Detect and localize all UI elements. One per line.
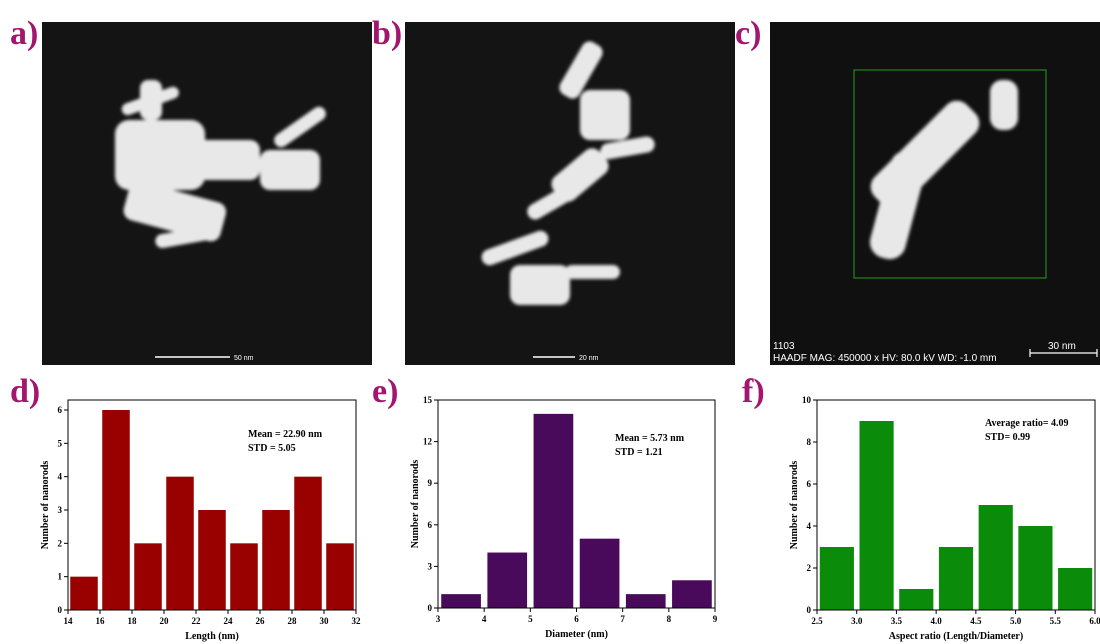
bar xyxy=(899,589,934,610)
x-tick-label: 9 xyxy=(713,614,718,624)
y-tick-label: 0 xyxy=(58,605,63,615)
y-axis-label: Number of nanorods xyxy=(789,461,800,550)
y-tick-label: 4 xyxy=(58,472,63,482)
y-tick-label: 4 xyxy=(807,521,812,531)
x-tick-label: 6.0 xyxy=(1089,616,1100,626)
y-tick-label: 1 xyxy=(58,572,63,582)
annotation: Average ratio= 4.09 xyxy=(985,418,1069,429)
annotation: STD = 1.21 xyxy=(615,447,663,458)
bar xyxy=(819,547,854,610)
panel-label: d) xyxy=(10,373,40,410)
bar xyxy=(1058,568,1093,610)
y-axis-label: Number of nanorods xyxy=(410,460,421,549)
x-tick-label: 5.0 xyxy=(1010,616,1022,626)
y-tick-label: 6 xyxy=(807,479,812,489)
bar xyxy=(262,510,290,610)
bar xyxy=(533,413,574,608)
x-tick-label: 3 xyxy=(436,614,441,624)
x-tick-label: 22 xyxy=(192,616,202,626)
image-b: 20 nm xyxy=(405,22,735,365)
x-tick-label: 16 xyxy=(96,616,106,626)
bar xyxy=(1018,526,1053,610)
x-tick-label: 5.5 xyxy=(1050,616,1062,626)
bar xyxy=(859,421,894,610)
bar xyxy=(166,476,194,610)
y-tick-label: 2 xyxy=(58,538,63,548)
bar xyxy=(487,552,528,608)
bar xyxy=(70,576,98,610)
y-tick-label: 2 xyxy=(807,563,812,573)
bar xyxy=(938,547,974,610)
panel-label: c) xyxy=(735,15,761,52)
panel-label: b) xyxy=(372,15,402,52)
bar xyxy=(672,580,712,608)
x-tick-label: 6 xyxy=(574,614,579,624)
annotation: STD = 5.05 xyxy=(248,443,296,454)
x-tick-label: 7 xyxy=(620,614,625,624)
x-tick-label: 8 xyxy=(667,614,672,624)
x-tick-label: 18 xyxy=(128,616,138,626)
annotation: Mean = 5.73 nm xyxy=(615,433,685,444)
x-tick-label: 14 xyxy=(64,616,74,626)
x-tick-label: 4 xyxy=(482,614,487,624)
bar xyxy=(625,594,666,608)
x-tick-label: 4.5 xyxy=(970,616,982,626)
panel-label: e) xyxy=(372,373,398,410)
y-tick-label: 6 xyxy=(58,405,63,415)
bar xyxy=(230,543,258,610)
image-c: 1103 HAADF MAG: 450000 x HV: 80.0 kV WD:… xyxy=(770,22,1100,365)
y-axis-label: Number of nanorods xyxy=(40,461,51,550)
x-tick-label: 28 xyxy=(288,616,298,626)
bar xyxy=(579,538,620,608)
panel-label: f) xyxy=(742,373,765,410)
x-tick-label: 20 xyxy=(160,616,170,626)
x-tick-label: 3.5 xyxy=(891,616,903,626)
y-tick-label: 10 xyxy=(802,395,812,405)
y-tick-label: 9 xyxy=(428,478,433,488)
bar xyxy=(978,505,1013,610)
plot-frame xyxy=(437,399,716,609)
x-tick-label: 32 xyxy=(352,616,362,626)
image-id: 1103 xyxy=(773,341,795,352)
x-axis-label: Diameter (nm) xyxy=(545,629,608,640)
y-tick-label: 0 xyxy=(807,605,812,615)
x-tick-label: 26 xyxy=(256,616,266,626)
bar xyxy=(294,476,322,610)
bar xyxy=(326,543,354,610)
x-axis-label: Length (nm) xyxy=(185,631,239,642)
scale-label: 20 nm xyxy=(579,355,599,362)
image-a: 50 nm xyxy=(42,22,372,365)
annotation: STD= 0.99 xyxy=(985,432,1030,443)
scale-label: 30 nm xyxy=(1048,341,1076,352)
y-tick-label: 3 xyxy=(428,561,433,571)
bar xyxy=(198,510,226,610)
plot-frame xyxy=(67,399,357,611)
scale-label: 50 nm xyxy=(234,355,254,362)
y-tick-label: 8 xyxy=(807,437,812,447)
y-tick-label: 15 xyxy=(423,395,433,405)
plot-frame xyxy=(816,399,1096,611)
y-tick-label: 0 xyxy=(428,603,433,613)
x-tick-label: 3.0 xyxy=(851,616,863,626)
bar xyxy=(102,410,130,610)
x-tick-label: 5 xyxy=(528,614,533,624)
y-tick-label: 3 xyxy=(58,505,63,515)
image-info: HAADF MAG: 450000 x HV: 80.0 kV WD: -1.0… xyxy=(773,353,997,364)
y-tick-label: 12 xyxy=(423,437,433,447)
x-axis-label: Aspect ratio (Length/Diameter) xyxy=(889,631,1023,642)
bar xyxy=(441,594,481,608)
bar xyxy=(134,543,162,610)
x-tick-label: 30 xyxy=(320,616,330,626)
y-tick-label: 5 xyxy=(58,438,63,448)
annotation: Mean = 22.90 nm xyxy=(248,429,323,440)
x-tick-label: 4.0 xyxy=(931,616,943,626)
x-tick-label: 24 xyxy=(224,616,234,626)
y-tick-label: 6 xyxy=(428,520,433,530)
x-tick-label: 2.5 xyxy=(811,616,823,626)
panel-label: a) xyxy=(10,15,38,52)
